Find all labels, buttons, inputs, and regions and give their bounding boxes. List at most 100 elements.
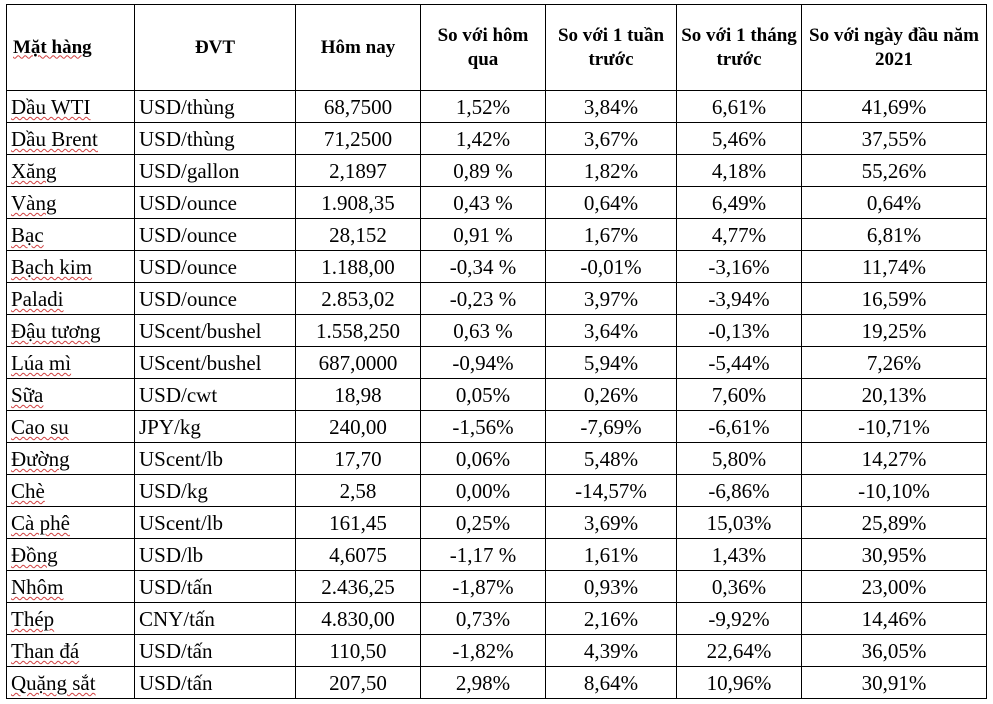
cell-vs-1-month: 4,77% xyxy=(676,218,802,251)
cell-vs-1-month: 7,60% xyxy=(676,378,802,411)
table-row: Bạch kim USD/ounce 1.188,00 -0,34 % -0,0… xyxy=(6,250,987,283)
header-item: Mặt hàng xyxy=(6,4,135,91)
cell-item: Lúa mì xyxy=(6,346,135,379)
cell-today: 1.188,00 xyxy=(295,250,421,283)
cell-unit: USD/thùng xyxy=(134,90,296,123)
cell-unit: USD/tấn xyxy=(134,666,296,699)
cell-vs-1-week: 8,64% xyxy=(545,666,677,699)
table-row: Đường UScent/lb 17,70 0,06% 5,48% 5,80% … xyxy=(6,442,987,475)
cell-item: Than đá xyxy=(6,634,135,667)
cell-vs-yesterday: -1,56% xyxy=(420,410,546,443)
table-row: Bạc USD/ounce 28,152 0,91 % 1,67% 4,77% … xyxy=(6,218,987,251)
cell-unit: UScent/bushel xyxy=(134,346,296,379)
cell-vs-1-month: 5,80% xyxy=(676,442,802,475)
cell-vs-1-month: 4,18% xyxy=(676,154,802,187)
cell-vs-1-month: -6,61% xyxy=(676,410,802,443)
header-today: Hôm nay xyxy=(295,4,421,91)
cell-today: 1.908,35 xyxy=(295,186,421,219)
cell-vs-1-week: 3,64% xyxy=(545,314,677,347)
cell-vs-1-week: 2,16% xyxy=(545,602,677,635)
cell-vs-yesterday: 0,43 % xyxy=(420,186,546,219)
cell-item: Sữa xyxy=(6,378,135,411)
cell-item: Nhôm xyxy=(6,570,135,603)
cell-vs-1-week: 3,97% xyxy=(545,282,677,315)
cell-unit: USD/cwt xyxy=(134,378,296,411)
cell-today: 240,00 xyxy=(295,410,421,443)
cell-item: Dầu Brent xyxy=(6,122,135,155)
cell-unit: USD/ounce xyxy=(134,186,296,219)
cell-today: 2.436,25 xyxy=(295,570,421,603)
table-row: Than đá USD/tấn 110,50 -1,82% 4,39% 22,6… xyxy=(6,634,987,667)
table-row: Cà phê UScent/lb 161,45 0,25% 3,69% 15,0… xyxy=(6,506,987,539)
cell-item: Đường xyxy=(6,442,135,475)
cell-vs-1-week: 5,94% xyxy=(545,346,677,379)
table-row: Lúa mì UScent/bushel 687,0000 -0,94% 5,9… xyxy=(6,346,987,379)
cell-vs-1-month: -5,44% xyxy=(676,346,802,379)
cell-item: Xăng xyxy=(6,154,135,187)
cell-vs-yesterday: -0,34 % xyxy=(420,250,546,283)
header-vs-1-week: So với 1 tuần trước xyxy=(545,4,677,91)
cell-item: Chè xyxy=(6,474,135,507)
commodity-price-table: Mặt hàng ĐVT Hôm nay So với hôm qua So v… xyxy=(6,4,987,699)
cell-vs-year-start: -10,71% xyxy=(801,410,987,443)
cell-today: 17,70 xyxy=(295,442,421,475)
cell-vs-1-month: -6,86% xyxy=(676,474,802,507)
header-vs-year-start: So với ngày đầu năm 2021 xyxy=(801,4,987,91)
cell-item: Quặng sắt xyxy=(6,666,135,699)
cell-unit: USD/ounce xyxy=(134,282,296,315)
cell-unit: CNY/tấn xyxy=(134,602,296,635)
cell-unit: UScent/lb xyxy=(134,506,296,539)
cell-vs-yesterday: 1,42% xyxy=(420,122,546,155)
cell-vs-1-week: 0,93% xyxy=(545,570,677,603)
cell-vs-year-start: 37,55% xyxy=(801,122,987,155)
cell-today: 2.853,02 xyxy=(295,282,421,315)
cell-today: 110,50 xyxy=(295,634,421,667)
table-row: Nhôm USD/tấn 2.436,25 -1,87% 0,93% 0,36%… xyxy=(6,570,987,603)
cell-unit: UScent/bushel xyxy=(134,314,296,347)
cell-vs-yesterday: 0,05% xyxy=(420,378,546,411)
cell-vs-yesterday: -1,82% xyxy=(420,634,546,667)
table-row: Thép CNY/tấn 4.830,00 0,73% 2,16% -9,92%… xyxy=(6,602,987,635)
cell-vs-yesterday: 2,98% xyxy=(420,666,546,699)
cell-item: Bạch kim xyxy=(6,250,135,283)
table-row: Dầu Brent USD/thùng 71,2500 1,42% 3,67% … xyxy=(6,122,987,155)
cell-vs-1-month: 15,03% xyxy=(676,506,802,539)
table-row: Chè USD/kg 2,58 0,00% -14,57% -6,86% -10… xyxy=(6,474,987,507)
cell-vs-year-start: 30,95% xyxy=(801,538,987,571)
cell-vs-yesterday: 0,63 % xyxy=(420,314,546,347)
cell-item: Bạc xyxy=(6,218,135,251)
cell-vs-1-week: 0,64% xyxy=(545,186,677,219)
cell-vs-yesterday: -1,87% xyxy=(420,570,546,603)
table-row: Đậu tương UScent/bushel 1.558,250 0,63 %… xyxy=(6,314,987,347)
cell-vs-yesterday: -0,23 % xyxy=(420,282,546,315)
cell-vs-yesterday: 0,73% xyxy=(420,602,546,635)
cell-vs-year-start: 16,59% xyxy=(801,282,987,315)
cell-vs-yesterday: 1,52% xyxy=(420,90,546,123)
table-row: Paladi USD/ounce 2.853,02 -0,23 % 3,97% … xyxy=(6,282,987,315)
cell-today: 28,152 xyxy=(295,218,421,251)
cell-vs-1-month: 10,96% xyxy=(676,666,802,699)
cell-vs-1-week: 1,82% xyxy=(545,154,677,187)
cell-unit: USD/kg xyxy=(134,474,296,507)
cell-unit: USD/ounce xyxy=(134,218,296,251)
header-vs-1-month: So với 1 tháng trước xyxy=(676,4,802,91)
cell-item: Dầu WTI xyxy=(6,90,135,123)
cell-vs-1-week: -0,01% xyxy=(545,250,677,283)
header-unit: ĐVT xyxy=(134,4,296,91)
cell-unit: UScent/lb xyxy=(134,442,296,475)
cell-vs-yesterday: 0,25% xyxy=(420,506,546,539)
cell-unit: USD/gallon xyxy=(134,154,296,187)
cell-item: Paladi xyxy=(6,282,135,315)
cell-vs-year-start: 14,46% xyxy=(801,602,987,635)
cell-item: Cao su xyxy=(6,410,135,443)
cell-vs-year-start: 41,69% xyxy=(801,90,987,123)
cell-vs-1-month: 22,64% xyxy=(676,634,802,667)
cell-vs-1-week: -14,57% xyxy=(545,474,677,507)
cell-vs-year-start: 25,89% xyxy=(801,506,987,539)
cell-vs-year-start: 14,27% xyxy=(801,442,987,475)
cell-item: Thép xyxy=(6,602,135,635)
cell-vs-year-start: 7,26% xyxy=(801,346,987,379)
cell-item: Cà phê xyxy=(6,506,135,539)
cell-vs-year-start: 36,05% xyxy=(801,634,987,667)
cell-vs-1-month: -3,94% xyxy=(676,282,802,315)
